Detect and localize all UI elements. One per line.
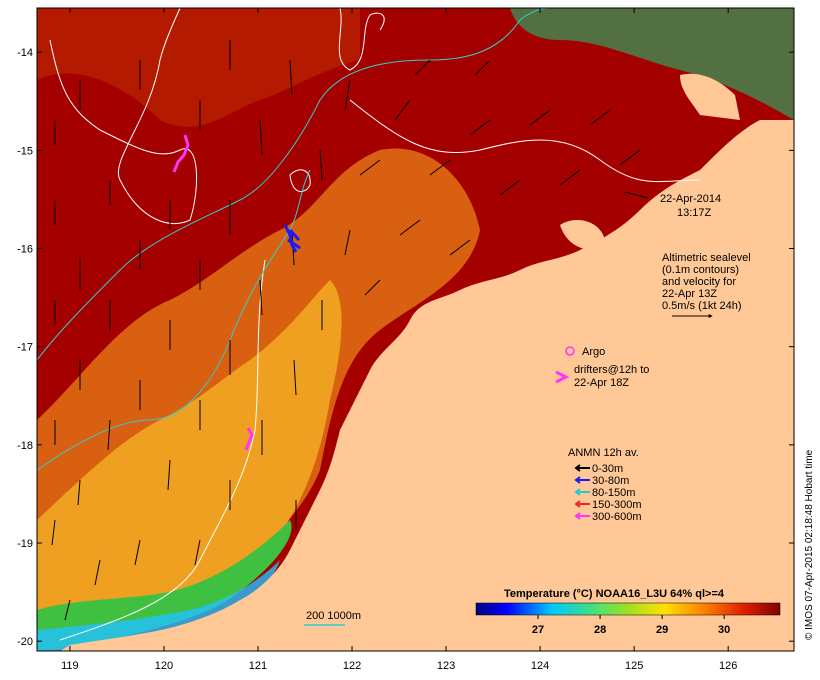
colorbar xyxy=(475,602,781,616)
ocean-nw-patch xyxy=(37,8,360,127)
altimetry-line4: 22-Apr 13Z xyxy=(662,288,717,300)
colorbar-tick-label: 28 xyxy=(594,624,606,636)
map-frame xyxy=(36,7,795,652)
contour-4 xyxy=(289,169,311,193)
ocean-ne-patch xyxy=(510,8,794,120)
argo-label: Argo xyxy=(582,346,605,358)
contour-5 xyxy=(59,259,266,641)
x-tick-label: 125 xyxy=(625,660,643,672)
altimetry-legend: Altimetric sealevel (0.1m contours) and … xyxy=(662,252,751,318)
anmn-arrow-icon xyxy=(574,500,590,508)
timestamp-line1: 22-Apr-2014 xyxy=(660,193,721,205)
colorbar-ticks: 27 28 29 30 xyxy=(532,615,730,636)
timestamp-line2: 13:17Z xyxy=(677,207,712,219)
anmn-arrow-icon xyxy=(574,476,590,484)
land-island-2 xyxy=(560,220,605,250)
x-tick-label: 122 xyxy=(343,660,361,672)
ocean-cyan-strip xyxy=(37,560,280,651)
anmn-arrow-icon xyxy=(574,512,590,520)
anmn-item-label: 80-150m xyxy=(592,487,635,499)
altimetry-line1: Altimetric sealevel xyxy=(662,252,751,264)
x-tick-label: 121 xyxy=(249,660,267,672)
x-tick-label: 126 xyxy=(719,660,737,672)
colorbar-tick-label: 27 xyxy=(532,624,544,636)
drifters-line2: 22-Apr 18Z xyxy=(574,377,629,389)
anmn-blue-cluster xyxy=(283,224,301,253)
altimetry-line5: 0.5m/s (1kt 24h) xyxy=(662,300,741,312)
map-area xyxy=(37,8,794,651)
colorbar-tick-label: 30 xyxy=(718,624,730,636)
contour-1 xyxy=(49,8,197,225)
drifter-chevron-icon xyxy=(555,370,570,384)
colorbar-title: Temperature (°C) NOAA16_L3U 64% ql>=4 xyxy=(504,588,725,600)
anmn-arrow-icon xyxy=(574,488,590,496)
x-tick-label: 119 xyxy=(61,660,79,672)
y-tick-label: -15 xyxy=(17,145,33,157)
x-tick-label: 120 xyxy=(155,660,173,672)
y-tick-label: -19 xyxy=(17,538,33,550)
drifter-track-2 xyxy=(244,427,254,451)
anmn-item-label: 30-80m xyxy=(592,475,629,487)
anmn-arrow-icon xyxy=(574,464,590,472)
y-tick-label: -14 xyxy=(17,47,33,59)
x-tick-label: 124 xyxy=(531,660,549,672)
land xyxy=(60,120,794,651)
colorbar-tick-label: 29 xyxy=(656,624,668,636)
velocity-vectors xyxy=(51,40,641,621)
timestamp-pointer xyxy=(624,191,649,199)
bathy-1000m xyxy=(37,169,311,471)
contour-3 xyxy=(349,99,701,183)
y-tick-label: -16 xyxy=(17,244,33,256)
ocean-cool xyxy=(37,280,342,651)
bathymetry-label: 200 1000m xyxy=(306,610,361,622)
y-tick-label: -20 xyxy=(17,636,33,648)
argo-circle-icon xyxy=(565,346,575,356)
contour-2 xyxy=(338,8,385,71)
land-island xyxy=(680,73,740,120)
ocean-green-strip xyxy=(37,520,292,651)
y-tick-label: -17 xyxy=(17,342,33,354)
x-axis: 119 120 121 122 123 124 125 126 xyxy=(61,8,737,672)
bathy-200m xyxy=(37,8,551,361)
anmn-item-label: 150-300m xyxy=(592,499,642,511)
anmn-title: ANMN 12h av. xyxy=(568,447,639,459)
anmn-item-label: 300-600m xyxy=(592,511,642,523)
drifters-line1: drifters@12h to xyxy=(574,364,649,376)
altimetry-line3: and velocity for xyxy=(662,276,736,288)
anmn-item-label: 0-30m xyxy=(592,463,623,475)
anmn-legend: ANMN 12h av. 0-30m30-80m80-150m150-300m3… xyxy=(568,447,642,523)
y-tick-label: -18 xyxy=(17,440,33,452)
altimetry-line2: (0.1m contours) xyxy=(662,264,739,276)
credit-text: © IMOS 07-Apr-2015 02:18:48 Hobart time xyxy=(804,449,815,640)
drifter-track-1 xyxy=(172,134,190,173)
y-axis: -14 -15 -16 -17 -18 -19 -20 xyxy=(17,47,794,648)
x-tick-label: 123 xyxy=(437,660,455,672)
